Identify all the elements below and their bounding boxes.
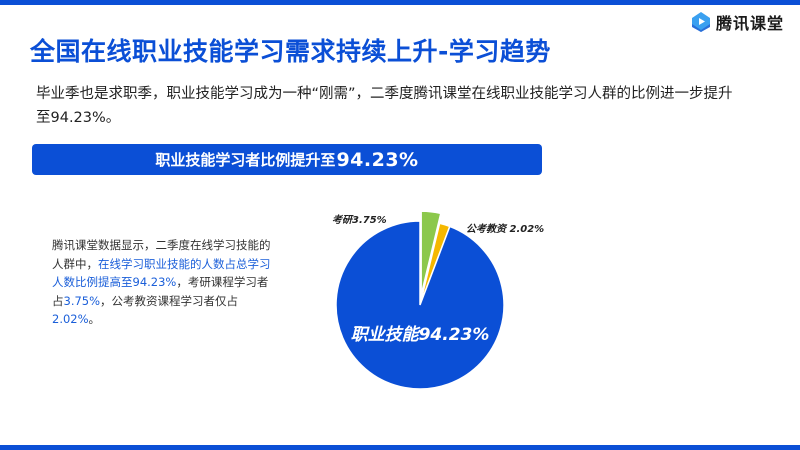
pie-label-postgrad: 考研3.75% (332, 214, 387, 226)
intro-paragraph: 毕业季也是求职季，职业技能学习成为一种“刚需”，二季度腾讯课堂在线职业技能学习人… (36, 86, 733, 126)
desc-highlight-2: 3.75% (63, 293, 101, 308)
highlight-banner: 职业技能学习者比例提升至 94.23% (32, 144, 542, 175)
description-paragraph: 腾讯课堂数据显示，二季度在线学习技能的人群中，在线学习职业技能的人数占总学习人数… (52, 236, 272, 329)
desc-text-3: ，公考教资课程学习者仅占 (100, 293, 239, 308)
pie-label-vocational: 职业技能94.23% (351, 325, 490, 345)
desc-text-4: 。 (88, 312, 101, 326)
slice-postgrad (420, 210, 442, 296)
slice-vocational (335, 220, 505, 390)
brand-logo: 腾讯课堂 (690, 10, 784, 34)
brand-name: 腾讯课堂 (716, 14, 785, 33)
tencent-classroom-play-icon (692, 12, 710, 32)
desc-text-2: ，考研课程学习者占 (52, 275, 269, 308)
banner-value: 94.23% (336, 148, 419, 171)
bottom-accent-bar (0, 445, 800, 450)
page-title: 全国在线职业技能学习需求持续上升-学习趋势 (30, 37, 551, 66)
desc-text-1: 腾讯课堂数据显示，二季度在线学习技能的人群中， (52, 238, 271, 271)
pie-label-civil-exam: 公考教资 2.02% (466, 223, 544, 235)
top-accent-bar (0, 0, 800, 5)
desc-highlight-1: 在线学习职业技能的人数占总学习人数比例提高至94.23% (52, 256, 271, 290)
banner-prefix: 职业技能学习者比例提升至 (155, 151, 336, 169)
pie-slices (335, 210, 505, 390)
desc-highlight-3: 2.02% (52, 312, 89, 326)
